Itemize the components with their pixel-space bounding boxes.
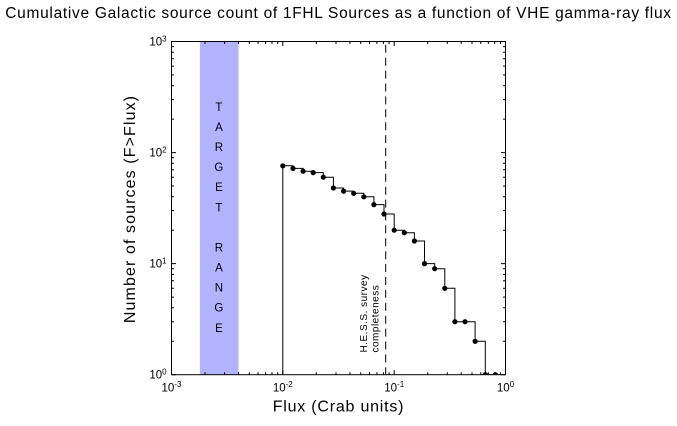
svg-text:G: G bbox=[214, 303, 223, 315]
svg-text:G: G bbox=[214, 162, 223, 174]
svg-text:Flux (Crab units): Flux (Crab units) bbox=[273, 398, 405, 415]
svg-text:E: E bbox=[215, 323, 223, 335]
svg-text:N: N bbox=[215, 283, 223, 295]
svg-text:Cumulative Galactic source cou: Cumulative Galactic source count of 1FHL… bbox=[5, 5, 671, 22]
svg-text:H.E.S.S. survey: H.E.S.S. survey bbox=[359, 274, 370, 352]
svg-text:E: E bbox=[215, 182, 223, 194]
svg-text:A: A bbox=[215, 122, 223, 134]
svg-text:completeness: completeness bbox=[371, 285, 382, 353]
svg-text:T: T bbox=[215, 102, 222, 114]
svg-text:R: R bbox=[215, 243, 223, 255]
svg-text:R: R bbox=[215, 142, 223, 154]
svg-text:T: T bbox=[215, 202, 222, 214]
svg-text:A: A bbox=[215, 263, 223, 275]
svg-text:Number of sources (F>Flux): Number of sources (F>Flux) bbox=[122, 95, 139, 323]
